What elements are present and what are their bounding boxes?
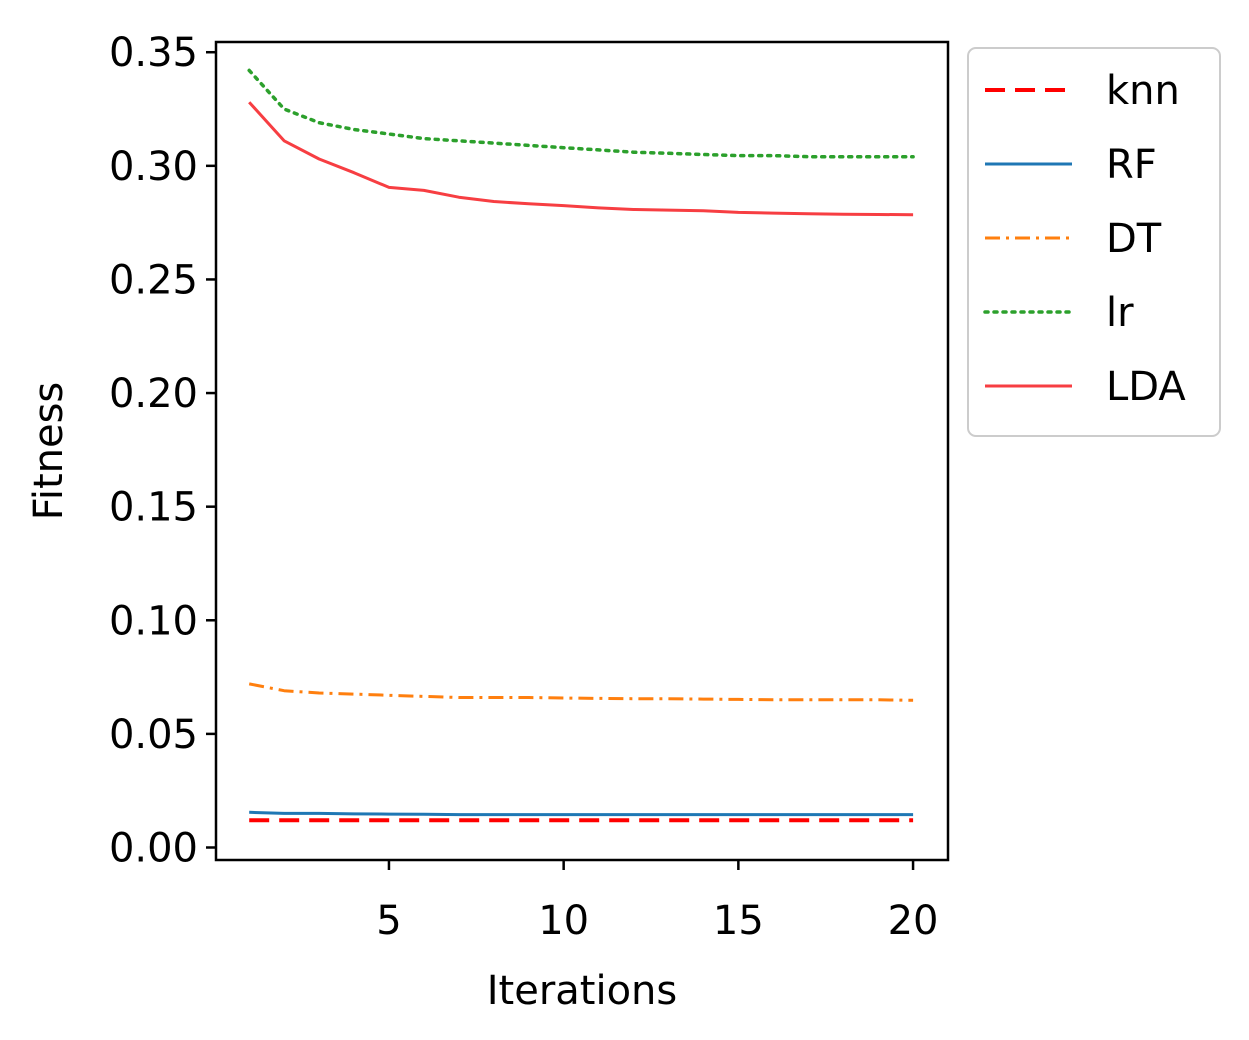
legend-label-knn: knn	[1106, 68, 1180, 114]
y-tick-label: 0.05	[109, 712, 198, 758]
x-axis: 5 10 15 20	[376, 860, 939, 944]
legend-label-rf: RF	[1106, 142, 1157, 188]
series-line-dt	[248, 682, 914, 702]
series-line-lr	[247, 68, 915, 159]
x-tick-label: 10	[538, 898, 589, 944]
x-axis-label: Iterations	[487, 968, 678, 1014]
plot-lines	[247, 68, 915, 823]
y-tick-label: 0.30	[109, 144, 198, 190]
legend-box	[967, 47, 1221, 437]
legend: knn RF DT lr LDA	[967, 47, 1221, 437]
y-axis: 0.00 0.05 0.10 0.15 0.20 0.25 0.30 0.35	[109, 30, 216, 872]
x-tick-label: 5	[376, 898, 401, 944]
y-tick-label: 0.15	[109, 485, 198, 531]
legend-label-lda: LDA	[1106, 364, 1186, 410]
series-line-lda	[248, 101, 914, 217]
y-tick-label: 0.00	[109, 826, 198, 872]
x-tick-label: 15	[713, 898, 764, 944]
series-line-rf	[249, 810, 914, 817]
y-tick-label: 0.35	[109, 30, 198, 76]
legend-label-dt: DT	[1106, 216, 1162, 262]
x-tick-label: 20	[888, 898, 939, 944]
y-axis-label: Fitness	[26, 382, 72, 521]
y-tick-label: 0.20	[109, 371, 198, 417]
plot-frame	[214, 40, 950, 862]
y-tick-label: 0.10	[109, 598, 198, 644]
legend-label-lr: lr	[1106, 290, 1134, 336]
y-tick-label: 0.25	[109, 257, 198, 303]
